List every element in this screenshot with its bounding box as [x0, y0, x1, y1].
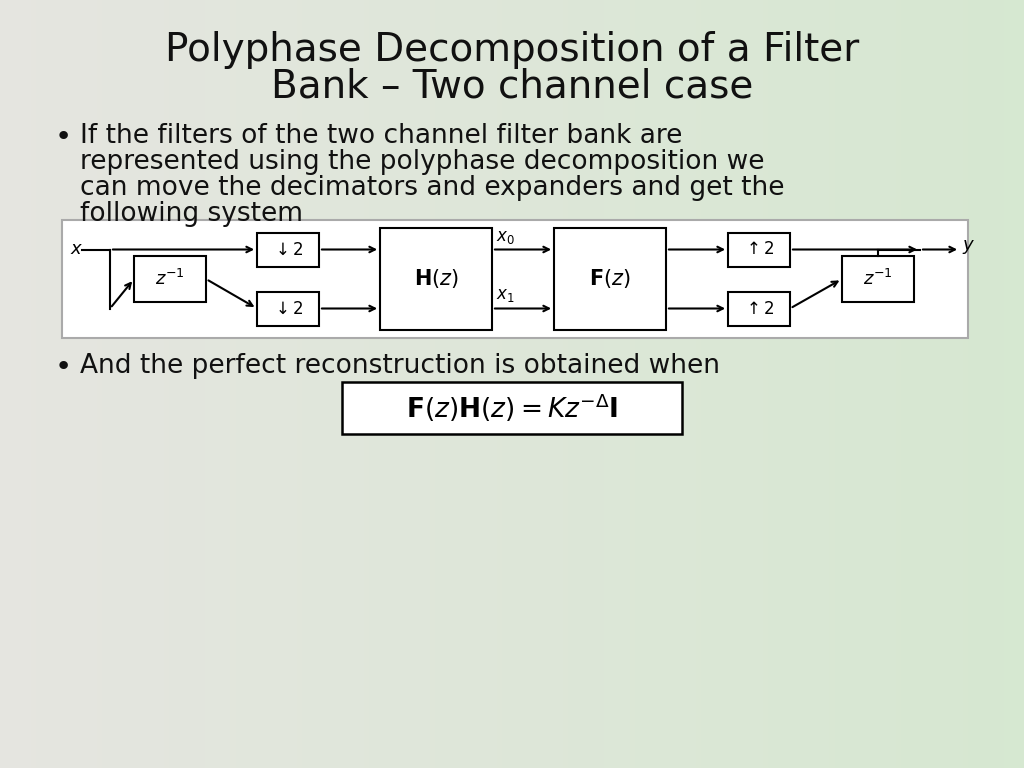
Bar — [842, 256, 914, 302]
Text: represented using the polyphase decomposition we: represented using the polyphase decompos… — [80, 149, 765, 175]
Text: $y$: $y$ — [962, 237, 975, 256]
Text: •: • — [55, 123, 73, 151]
Bar — [728, 292, 790, 326]
Text: $\downarrow 2$: $\downarrow 2$ — [272, 300, 304, 317]
Bar — [380, 228, 492, 330]
Text: $z^{-1}$: $z^{-1}$ — [155, 269, 185, 289]
Text: And the perfect reconstruction is obtained when: And the perfect reconstruction is obtain… — [80, 353, 720, 379]
Bar — [62, 220, 968, 338]
Bar — [554, 228, 666, 330]
Text: $x$: $x$ — [70, 240, 83, 259]
Text: can move the decimators and expanders and get the: can move the decimators and expanders an… — [80, 175, 784, 201]
Bar — [134, 256, 206, 302]
Text: •: • — [55, 353, 73, 381]
Text: $\uparrow 2$: $\uparrow 2$ — [743, 240, 775, 259]
Text: $x_0$: $x_0$ — [496, 227, 515, 246]
Text: If the filters of the two channel filter bank are: If the filters of the two channel filter… — [80, 123, 682, 149]
Bar — [257, 233, 319, 266]
Bar — [728, 233, 790, 266]
Text: $x_1$: $x_1$ — [496, 286, 515, 304]
Text: $z^{-1}$: $z^{-1}$ — [863, 269, 893, 289]
Text: $\mathbf{H}(z)$: $\mathbf{H}(z)$ — [414, 267, 459, 290]
Bar — [257, 292, 319, 326]
Text: $\mathbf{F}(z)\mathbf{H}(z) = Kz^{-\Delta}\mathbf{I}$: $\mathbf{F}(z)\mathbf{H}(z) = Kz^{-\Delt… — [407, 392, 617, 424]
Bar — [342, 382, 682, 434]
Text: Polyphase Decomposition of a Filter: Polyphase Decomposition of a Filter — [165, 31, 859, 69]
Text: $\uparrow 2$: $\uparrow 2$ — [743, 300, 775, 317]
Text: Bank – Two channel case: Bank – Two channel case — [270, 67, 754, 105]
Text: $\mathbf{F}(z)$: $\mathbf{F}(z)$ — [589, 267, 631, 290]
Text: $\downarrow 2$: $\downarrow 2$ — [272, 240, 304, 259]
Text: following system: following system — [80, 201, 303, 227]
